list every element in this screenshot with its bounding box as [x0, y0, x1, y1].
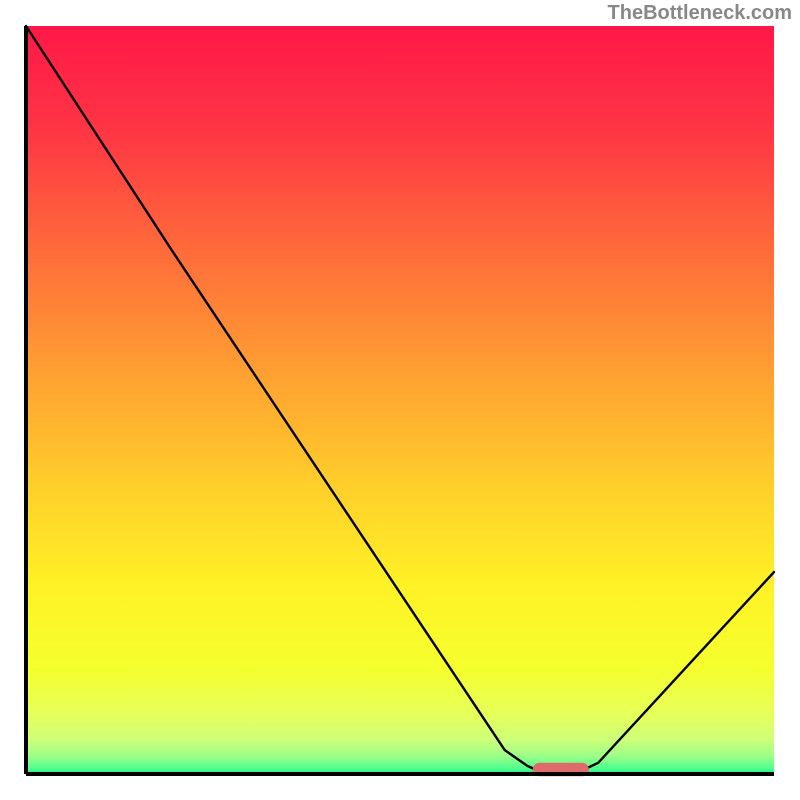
chart-container: TheBottleneck.com: [0, 0, 800, 800]
bottleneck-chart: [0, 0, 800, 800]
plot-background: [26, 26, 774, 774]
